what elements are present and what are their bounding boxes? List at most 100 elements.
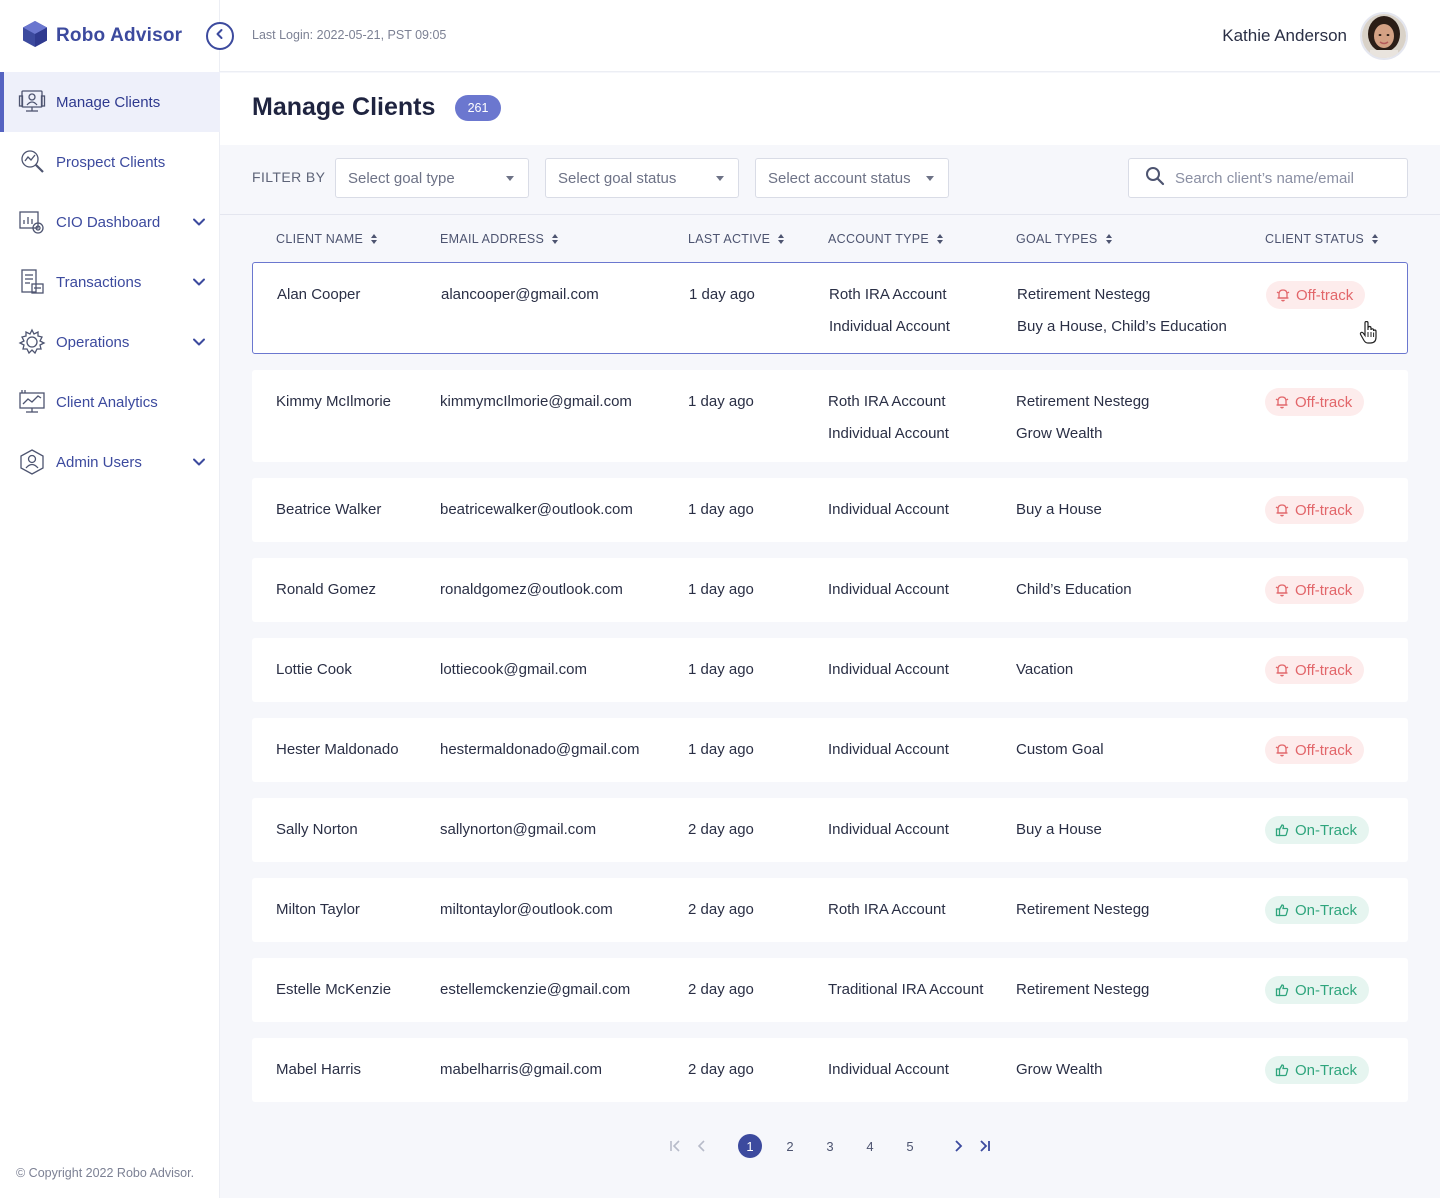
column-header-last-active[interactable]: LAST ACTIVE — [688, 232, 785, 246]
status-badge[interactable]: Off-track — [1265, 496, 1365, 524]
goal-types: Custom Goal — [1016, 740, 1104, 760]
client-name[interactable]: Hester Maldonado — [276, 741, 399, 758]
status-badge[interactable]: On-Track — [1265, 976, 1369, 1004]
avatar[interactable] — [1360, 12, 1408, 60]
client-name[interactable]: Ronald Gomez — [276, 581, 377, 598]
chevron-down-icon[interactable] — [192, 215, 206, 229]
page-number-button[interactable]: 4 — [866, 1138, 874, 1154]
client-email[interactable]: kimmymcIlmorie@gmail.com — [440, 393, 632, 410]
table-row[interactable]: Hester Maldonado hestermaldonado@gmail.co… — [252, 718, 1408, 782]
status-badge[interactable]: On-Track — [1265, 1056, 1369, 1084]
first-page-icon[interactable] — [664, 1134, 688, 1158]
status-badge[interactable]: Off-track — [1266, 281, 1366, 309]
last-page-icon[interactable] — [972, 1134, 996, 1158]
client-name[interactable]: Sally Norton — [276, 821, 358, 838]
sidebar-item-admin-users[interactable]: Admin Users — [0, 432, 220, 492]
account-type: Individual Account — [828, 740, 949, 760]
sidebar-item-manage-clients[interactable]: Manage Clients — [0, 72, 220, 132]
goal-type-select[interactable]: Select goal type — [335, 158, 529, 198]
sidebar-item-client-analytics[interactable]: Client Analytics — [0, 372, 220, 432]
status-badge[interactable]: On-Track — [1265, 896, 1369, 924]
status-badge[interactable]: Off-track — [1265, 656, 1365, 684]
chevron-down-icon[interactable] — [192, 335, 206, 349]
account-status-select[interactable]: Select account status — [755, 158, 949, 198]
client-email[interactable]: alancooper@gmail.com — [441, 286, 599, 303]
client-email[interactable]: lottiecook@gmail.com — [440, 661, 587, 678]
operations-icon — [18, 328, 46, 356]
column-header-label: EMAIL ADDRESS — [440, 232, 545, 246]
table-row[interactable]: Ronald Gomez ronaldgomez@outlook.com 1 day… — [252, 558, 1408, 622]
goal-type-line: Retirement Nestegg — [1016, 981, 1150, 998]
table-row[interactable]: Milton Taylor miltontaylor@outlook.com 2 d… — [252, 878, 1408, 942]
client-email[interactable]: beatricewalker@outlook.com — [440, 501, 633, 518]
account-type-line: Roth IRA Account — [828, 393, 946, 410]
search-input[interactable] — [1175, 169, 1395, 187]
column-header-email-address[interactable]: EMAIL ADDRESS — [440, 232, 559, 246]
client-email[interactable]: miltontaylor@outlook.com — [440, 901, 613, 918]
client-name[interactable]: Estelle McKenzie — [276, 981, 392, 998]
page-number-button[interactable]: 5 — [906, 1138, 914, 1154]
status-label: On-Track — [1295, 821, 1357, 839]
collapse-sidebar-button[interactable] — [206, 22, 234, 50]
last-active: 1 day ago — [689, 286, 755, 303]
last-active: 1 day ago — [688, 393, 754, 410]
table-row[interactable]: Estelle McKenzie estellemckenzie@gmail.co… — [252, 958, 1408, 1022]
goal-type-line: Buy a House — [1016, 821, 1102, 838]
chevron-down-icon[interactable] — [192, 275, 206, 289]
chevron-down-icon[interactable] — [192, 455, 206, 469]
next-page-icon[interactable] — [946, 1134, 970, 1158]
client-email[interactable]: hestermaldonado@gmail.com — [440, 741, 640, 758]
client-name[interactable]: Kimmy McIlmorie — [276, 393, 391, 410]
table-row[interactable]: Sally Norton sallynorton@gmail.com 2 day a… — [252, 798, 1408, 862]
column-header-goal-types[interactable]: GOAL TYPES — [1016, 232, 1112, 246]
table-row[interactable]: Mabel Harris mabelharris@gmail.com 2 day a… — [252, 1038, 1408, 1102]
previous-page-icon[interactable] — [690, 1134, 714, 1158]
client-name[interactable]: Lottie Cook — [276, 661, 352, 678]
page-number-button[interactable]: 2 — [786, 1138, 794, 1154]
caret-down-icon — [926, 175, 934, 181]
goal-types: Retirement Nestegg Buy a House, Child’s E… — [1017, 285, 1227, 335]
sidebar-item-transactions[interactable]: Transactions — [0, 252, 220, 312]
sidebar-item-operations[interactable]: Operations — [0, 312, 220, 372]
table-row[interactable]: Beatrice Walker beatricewalker@outlook.co… — [252, 478, 1408, 542]
client-email[interactable]: estellemckenzie@gmail.com — [440, 981, 631, 998]
goal-types: Retirement Nestegg — [1016, 900, 1149, 920]
page-header: Manage Clients 261 — [220, 73, 1440, 145]
table-row[interactable]: Lottie Cook lottiecook@gmail.com 1 day ago… — [252, 638, 1408, 702]
client-name[interactable]: Beatrice Walker — [276, 501, 382, 518]
client-name[interactable]: Mabel Harris — [276, 1061, 362, 1078]
client-email[interactable]: ronaldgomez@outlook.com — [440, 581, 623, 598]
page-number-button[interactable]: 1 — [738, 1134, 762, 1158]
status-label: On-Track — [1295, 981, 1357, 999]
status-label: On-Track — [1295, 901, 1357, 919]
sidebar-item-cio-dashboard[interactable]: CIO Dashboard — [0, 192, 220, 252]
column-header-account-type[interactable]: ACCOUNT TYPE — [828, 232, 944, 246]
search-box[interactable] — [1128, 158, 1408, 198]
user-name[interactable]: Kathie Anderson — [1222, 26, 1347, 45]
page-number-button[interactable]: 3 — [826, 1138, 834, 1154]
brand-logo[interactable]: Robo Advisor — [22, 20, 182, 52]
sidebar-item-prospect-clients[interactable]: Prospect Clients — [0, 132, 220, 192]
table-row[interactable]: Kimmy McIlmorie kimmymcIlmorie@gmail.com 1… — [252, 370, 1408, 462]
goal-status-select[interactable]: Select goal status — [545, 158, 739, 198]
client-name[interactable]: Alan Cooper — [277, 286, 361, 303]
sidebar-item-label: CIO Dashboard — [56, 213, 161, 231]
table-row[interactable]: Alan Cooper alancooper@gmail.com 1 day ago… — [252, 262, 1408, 354]
client-email[interactable]: sallynorton@gmail.com — [440, 821, 597, 838]
sidebar-item-label: Admin Users — [56, 453, 142, 471]
column-header-client-name[interactable]: CLIENT NAME — [276, 232, 378, 246]
status-badge[interactable]: Off-track — [1265, 736, 1365, 764]
client-email[interactable]: mabelharris@gmail.com — [440, 1061, 602, 1078]
status-badge[interactable]: On-Track — [1265, 816, 1369, 844]
account-type: Individual Account — [828, 820, 949, 840]
transactions-icon — [18, 268, 46, 296]
client-name[interactable]: Milton Taylor — [276, 901, 360, 918]
status-badge[interactable]: Off-track — [1265, 576, 1365, 604]
last-active: 1 day ago — [688, 741, 754, 758]
sidebar-item-label: Transactions — [56, 273, 142, 291]
status-badge[interactable]: Off-track — [1265, 388, 1365, 416]
column-header-client-status[interactable]: CLIENT STATUS — [1265, 232, 1379, 246]
column-header-label: ACCOUNT TYPE — [828, 232, 930, 246]
goal-type-line: Grow Wealth — [1016, 1061, 1103, 1078]
alarm-bell-icon — [1276, 288, 1290, 302]
